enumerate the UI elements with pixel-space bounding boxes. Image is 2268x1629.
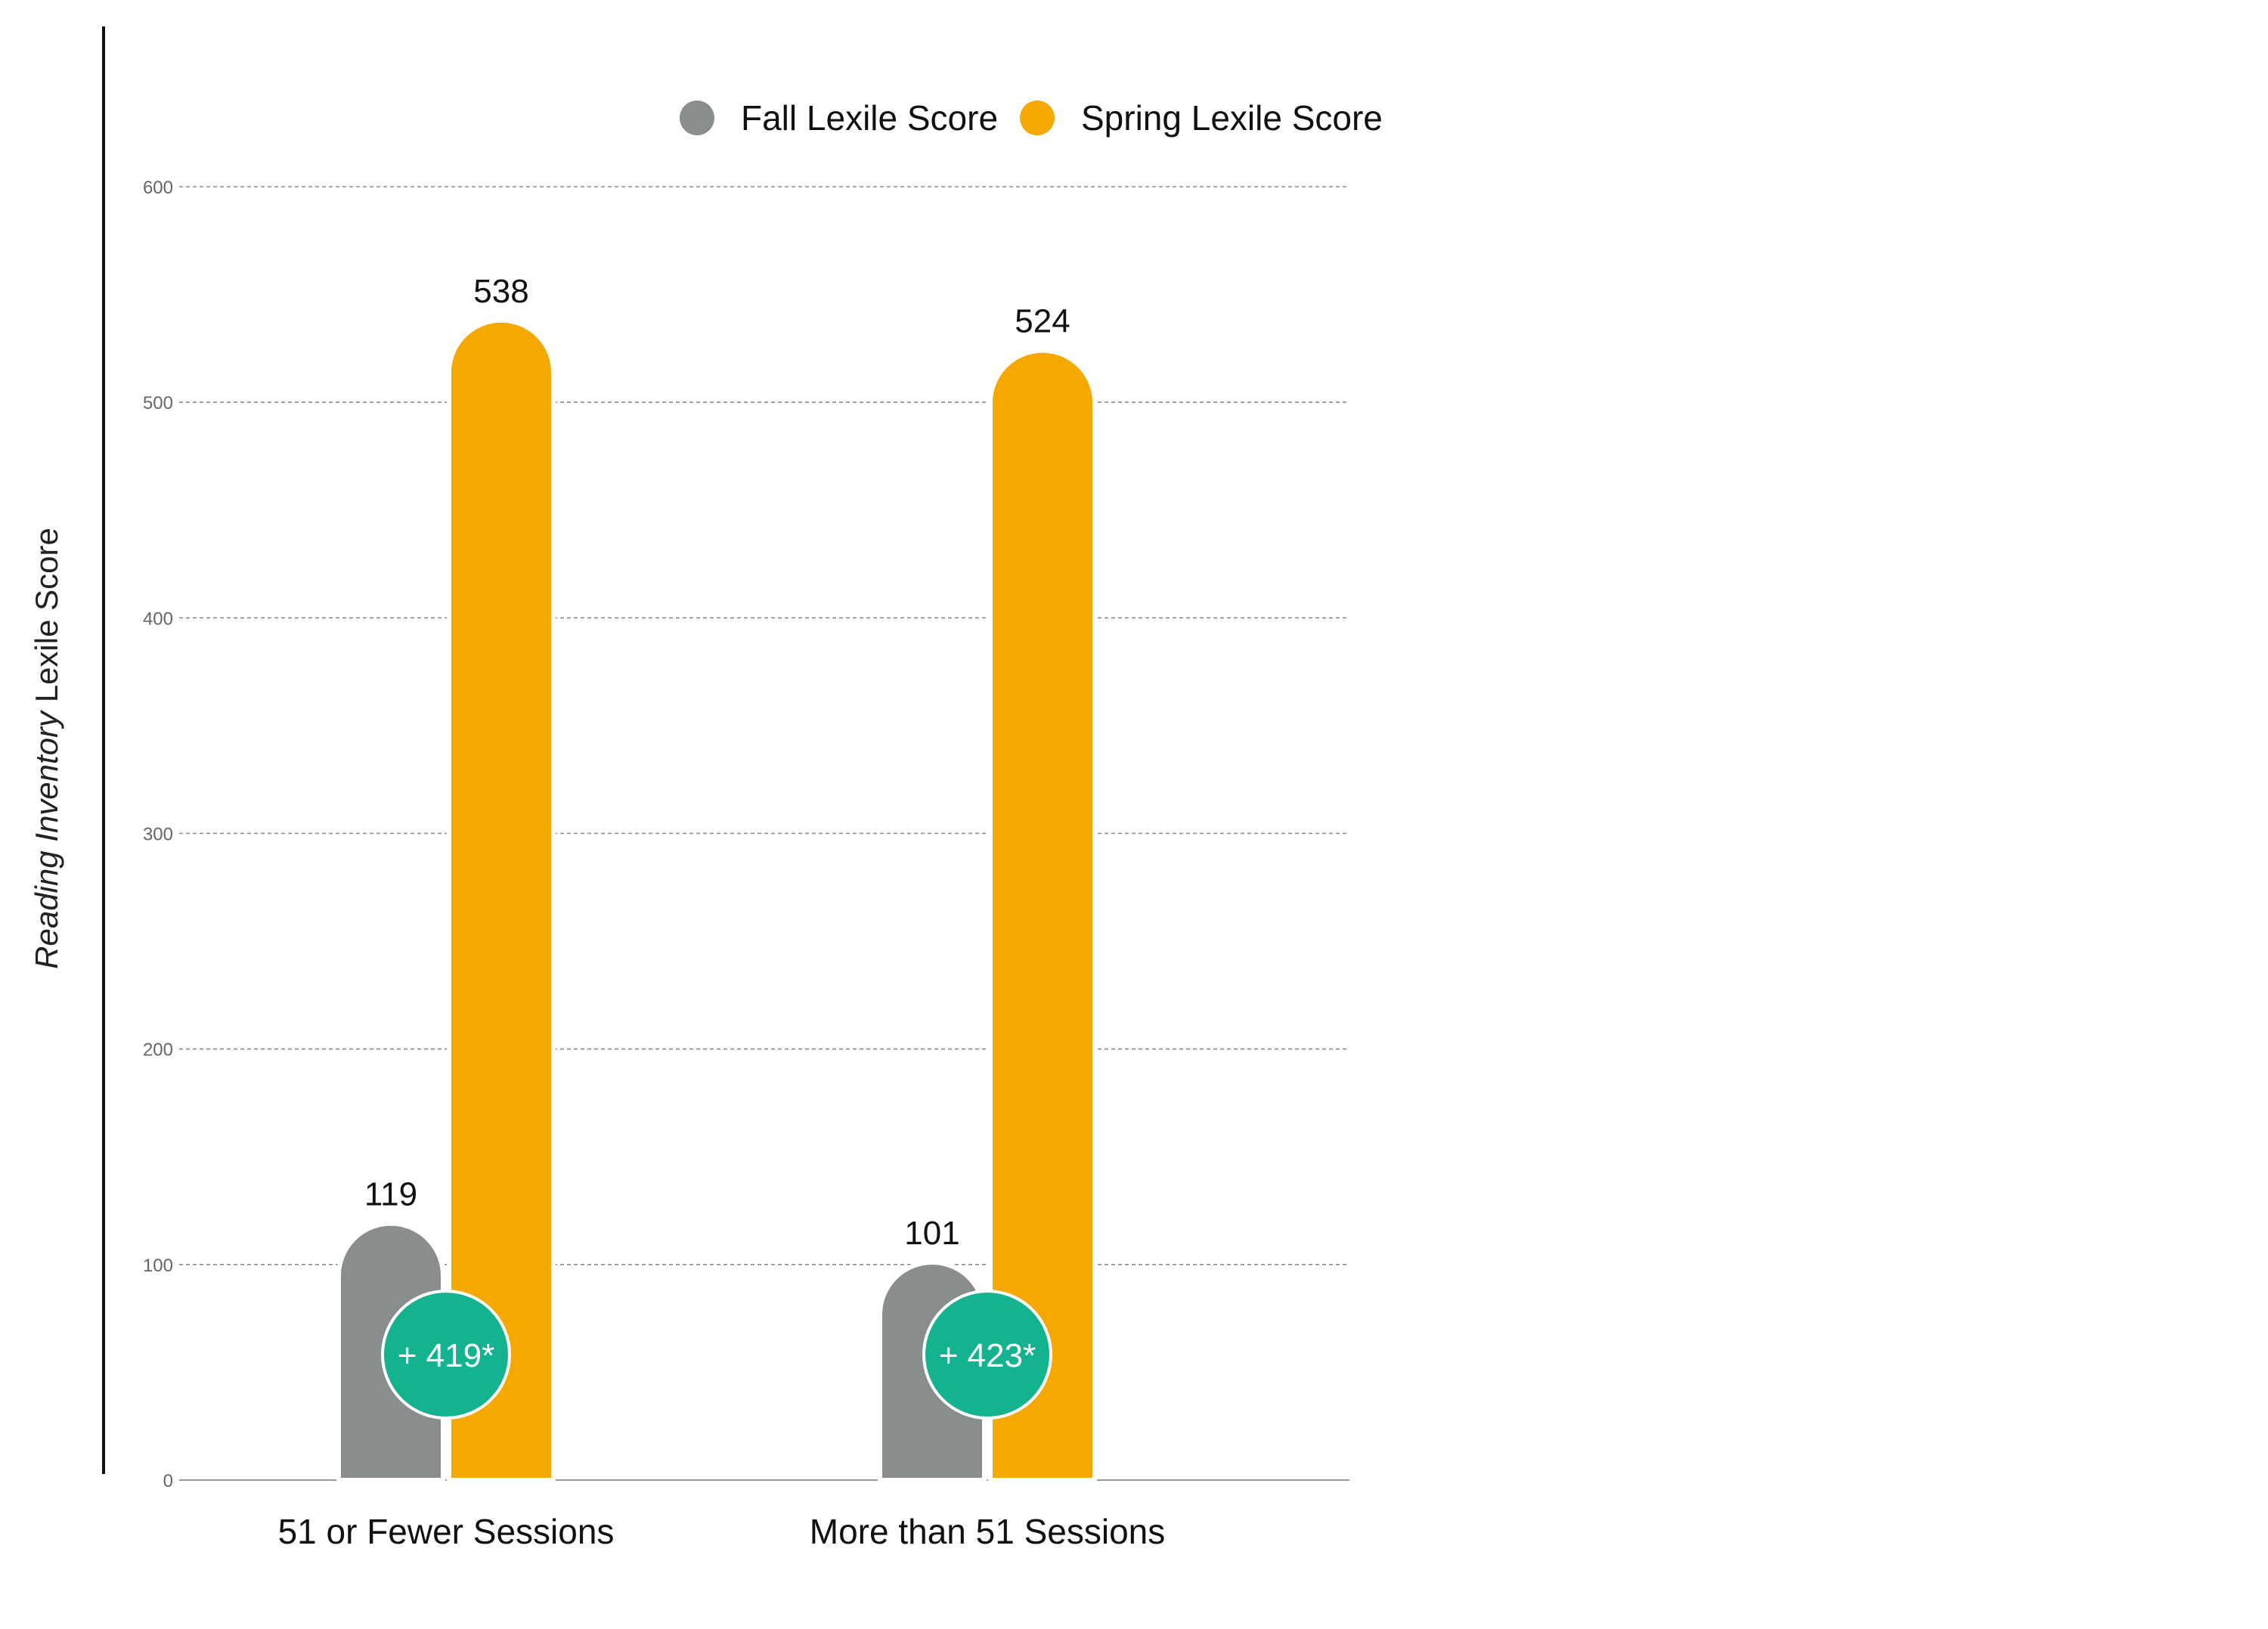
- bar-value-label: 119: [364, 1176, 417, 1213]
- legend-label: Spring Lexile Score: [1081, 98, 1383, 138]
- x-tick-label: More than 51 Sessions: [810, 1512, 1166, 1551]
- change-badge-label: + 423*: [939, 1337, 1036, 1374]
- x-tick-label: 51 or Fewer Sessions: [278, 1512, 615, 1551]
- y-tick-label: 100: [143, 1256, 173, 1276]
- bar-value-label: 538: [473, 273, 528, 310]
- y-tick-label: 200: [143, 1040, 173, 1061]
- x-axis-tick-labels: 51 or Fewer Sessions More than 51 Session…: [278, 1512, 1166, 1551]
- annotations: + 419* + 423*: [381, 1290, 1052, 1420]
- y-tick-label: 300: [143, 825, 173, 845]
- y-tick-label: 500: [143, 393, 173, 413]
- change-badge: [381, 1290, 511, 1420]
- y-tick-label: 0: [163, 1471, 173, 1491]
- y-tick-label: 600: [143, 178, 173, 198]
- gridlines: 0 100 200 300 400 500 600: [143, 178, 1349, 1491]
- spring-bar: [447, 317, 556, 1482]
- y-axis-label: Reading Inventory Lexile Score: [29, 528, 64, 969]
- bar-value-label: 101: [904, 1215, 959, 1252]
- change-badge: [922, 1290, 1052, 1420]
- legend: Fall Lexile Score Spring Lexile Score: [680, 98, 1383, 138]
- legend-label: Fall Lexile Score: [741, 98, 998, 138]
- spring-bar: [988, 348, 1097, 1482]
- legend-marker-fall: [680, 101, 714, 135]
- change-badge-label: + 419*: [398, 1337, 494, 1374]
- bar-value-label: 524: [1015, 303, 1070, 340]
- y-tick-label: 400: [143, 609, 173, 629]
- legend-marker-spring: [1020, 101, 1055, 135]
